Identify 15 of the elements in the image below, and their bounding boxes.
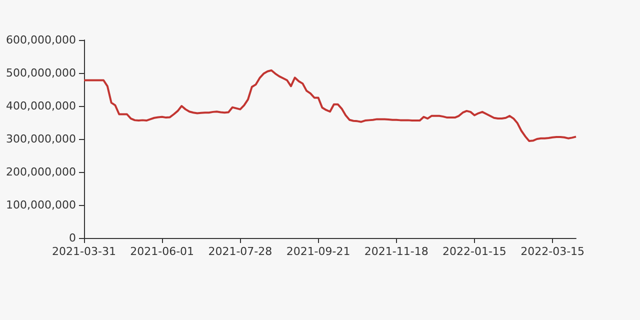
x-tick-label: 2021-09-21: [286, 245, 350, 258]
y-tick-label: 400,000,000: [6, 100, 76, 112]
x-tick-label: 2022-03-15: [520, 245, 585, 258]
y-tick-label: 0: [69, 232, 76, 244]
y-tick-label: 100,000,000: [6, 198, 76, 212]
y-tick-label: 200,000,000: [6, 166, 76, 178]
x-tick-label: 2021-06-01: [130, 245, 194, 258]
line-series: [83, 69, 577, 142]
y-tick-label: 300,000,000: [6, 132, 76, 146]
x-tick-label: 2021-11-18: [364, 245, 428, 258]
x-tick-label: 2022-01-15: [442, 245, 506, 258]
y-tick-label: 600,000,000: [6, 34, 76, 46]
y-tick-label: 500,000,000: [6, 66, 76, 80]
x-tick-label: 2021-03-31: [52, 245, 116, 258]
x-tick-label: 2021-07-28: [208, 245, 272, 258]
